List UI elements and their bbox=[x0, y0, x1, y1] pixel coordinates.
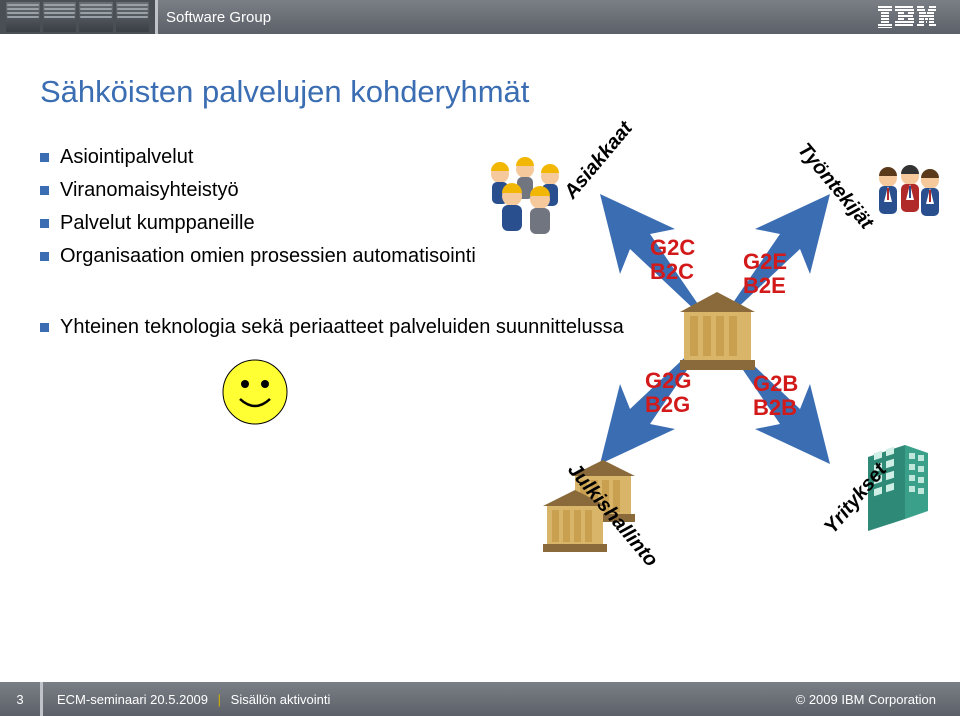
footer-event: ECM-seminaari 20.5.2009 | Sisällön aktiv… bbox=[43, 692, 796, 707]
quadrant-label-tl: G2C B2C bbox=[650, 236, 695, 284]
header-divider bbox=[155, 0, 158, 34]
quadrant-label-bl: G2G B2G bbox=[645, 369, 691, 417]
footer-separator: | bbox=[218, 692, 221, 707]
footer-copyright: © 2009 IBM Corporation bbox=[796, 692, 960, 707]
quadrant-label-tr: G2E B2E bbox=[743, 250, 787, 298]
page-number: 3 bbox=[0, 692, 40, 707]
people-citizens-icon bbox=[480, 154, 580, 244]
header-bar: Software Group bbox=[0, 0, 960, 34]
slide-title: Sähköisten palvelujen kohderyhmät bbox=[40, 74, 920, 110]
slide-content: Sähköisten palvelujen kohderyhmät Asioin… bbox=[0, 34, 960, 682]
people-employees-icon bbox=[870, 164, 945, 229]
header-thumbnail bbox=[0, 0, 155, 34]
quadrant-label-br: G2B B2B bbox=[753, 372, 798, 420]
footer-bar: 3 ECM-seminaari 20.5.2009 | Sisällön akt… bbox=[0, 682, 960, 716]
quadrant-diagram: G2C B2C G2E B2E G2G B2G G2B B2B Asiakkaa… bbox=[500, 154, 930, 584]
header-title: Software Group bbox=[166, 9, 271, 26]
ibm-logo-icon bbox=[878, 6, 936, 28]
